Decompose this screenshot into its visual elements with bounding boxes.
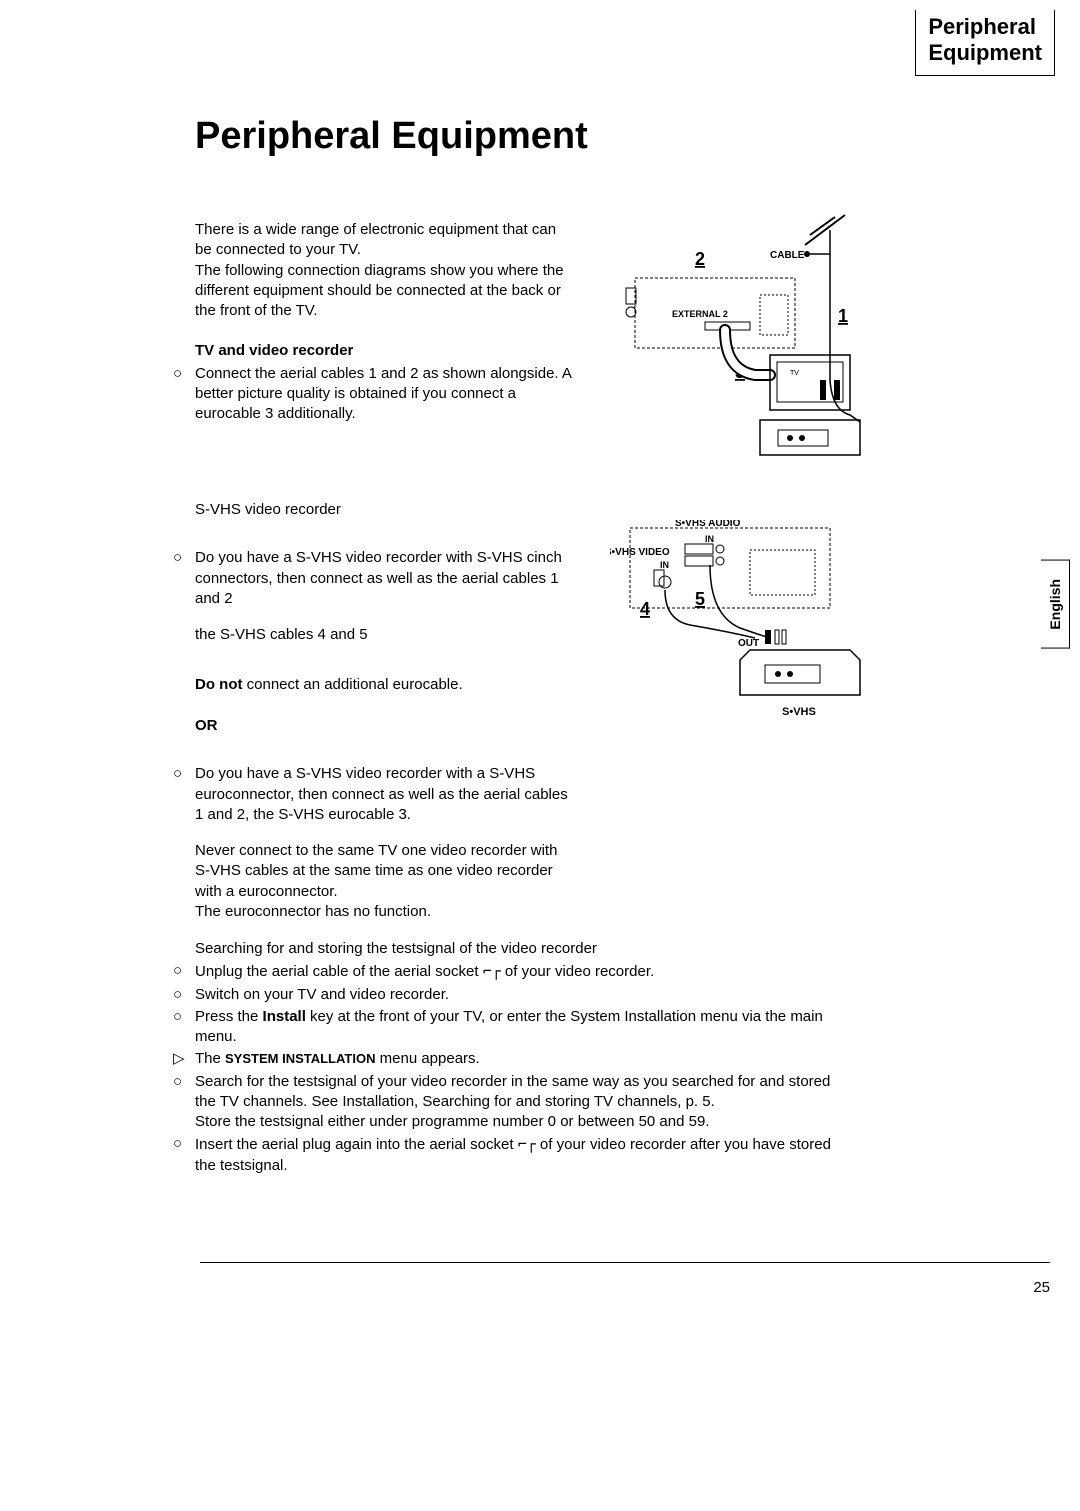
label-cable: CABLE xyxy=(770,250,805,261)
bullet-icon: ○ xyxy=(173,961,195,982)
svhs-line2: the S-VHS cables 4 and 5 xyxy=(195,625,575,645)
searching-heading: Searching for and storing the testsignal… xyxy=(195,939,835,959)
or-bullet: Do you have a S-VHS video recorder with … xyxy=(195,764,575,825)
svhs-line3: Do not connect an additional eurocable. xyxy=(195,675,575,695)
header-section-label: Peripheral Equipment xyxy=(915,10,1055,76)
svg-text:4: 4 xyxy=(640,599,650,619)
svg-text:5: 5 xyxy=(695,589,705,609)
header-line1: Peripheral xyxy=(928,14,1042,40)
svg-text:OUT: OUT xyxy=(738,638,759,649)
svg-text:IN: IN xyxy=(660,560,669,570)
svg-text:S•VHS: S•VHS xyxy=(782,706,816,718)
svhs-line3-rest: connect an additional eurocable. xyxy=(242,676,462,693)
or-heading: OR xyxy=(195,716,575,736)
svg-text:S•VHS VIDEO: S•VHS VIDEO xyxy=(610,547,670,558)
searching-b4: The SYSTEM INSTALLATION menu appears. xyxy=(195,1049,835,1069)
or-section: OR ○ Do you have a S-VHS video recorder … xyxy=(195,716,575,922)
page-number: 25 xyxy=(1033,1279,1050,1296)
intro-p2: The following connection diagrams show y… xyxy=(195,261,575,322)
tv-video-bullet: Connect the aerial cables 1 and 2 as sho… xyxy=(195,364,575,425)
page-title: Peripheral Equipment xyxy=(195,115,588,158)
bullet-icon: ○ xyxy=(173,364,195,425)
bullet-icon: ○ xyxy=(173,764,195,825)
searching-b1: Unplug the aerial cable of the aerial so… xyxy=(195,961,835,982)
searching-b2: Switch on your TV and video recorder. xyxy=(195,985,835,1005)
diagram-tv-vcr: CABLE 2 EXTERNAL 2 1 3 TV xyxy=(620,210,880,460)
intro-section: There is a wide range of electronic equi… xyxy=(195,220,575,444)
footer-rule xyxy=(200,1262,1050,1263)
bullet-icon: ○ xyxy=(173,1072,195,1133)
header-line2: Equipment xyxy=(928,40,1042,66)
bullet-icon: ○ xyxy=(173,548,195,609)
svhs-bullet1: Do you have a S-VHS video recorder with … xyxy=(195,548,575,609)
language-tab: English xyxy=(1041,560,1070,649)
svhs-line3-bold: Do not xyxy=(195,676,242,693)
bullet-icon: ○ xyxy=(173,1007,195,1048)
svg-text:IN: IN xyxy=(705,534,714,544)
svg-text:1: 1 xyxy=(838,306,848,326)
searching-b3: Press the Install key at the front of yo… xyxy=(195,1007,835,1048)
bullet-icon: ○ xyxy=(173,1134,195,1176)
or-p3: The euroconnector has no function. xyxy=(195,902,575,922)
or-p2: Never connect to the same TV one video r… xyxy=(195,841,575,902)
svg-text:S•VHS AUDIO: S•VHS AUDIO xyxy=(675,520,741,529)
searching-section: Searching for and storing the testsignal… xyxy=(195,939,835,1178)
triangle-icon: ▷ xyxy=(173,1049,195,1069)
tv-video-heading: TV and video recorder xyxy=(195,341,575,361)
searching-b5: Search for the testsignal of your video … xyxy=(195,1072,835,1133)
diagram-svhs: S•VHS AUDIO S•VHS VIDEO IN IN 4 5 OUT S•… xyxy=(610,520,880,720)
svhs-section: S-VHS video recorder ○ Do you have a S-V… xyxy=(195,500,575,696)
svhs-heading: S-VHS video recorder xyxy=(195,500,575,520)
svg-text:2: 2 xyxy=(695,249,705,269)
bullet-icon: ○ xyxy=(173,985,195,1005)
searching-b6: Insert the aerial plug again into the ae… xyxy=(195,1134,835,1176)
intro-p1: There is a wide range of electronic equi… xyxy=(195,220,575,261)
svg-text:EXTERNAL 2: EXTERNAL 2 xyxy=(672,309,728,319)
svg-text:TV: TV xyxy=(790,370,799,377)
